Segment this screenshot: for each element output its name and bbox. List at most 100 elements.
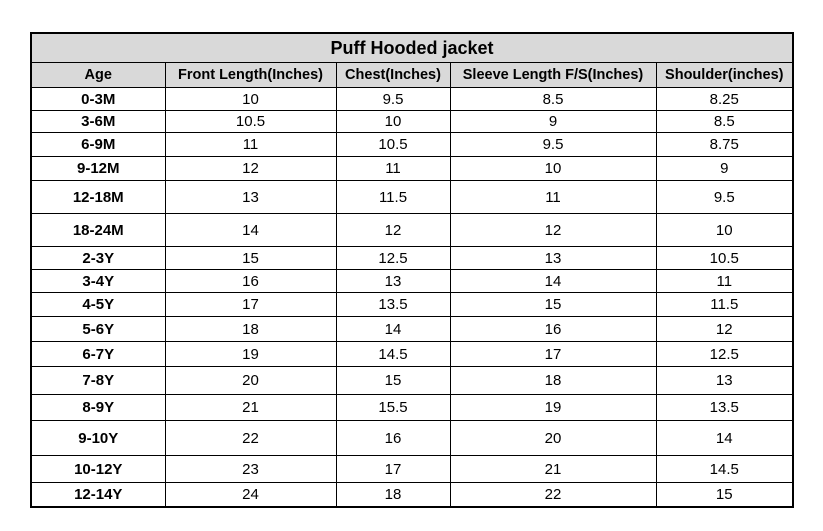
value-cell: 21 — [164, 394, 337, 421]
value-cell: 13 — [449, 246, 657, 270]
value-cell: 13.5 — [655, 394, 794, 421]
header-cell: Shoulder(inches) — [655, 62, 794, 88]
value-cell: 16 — [335, 420, 451, 456]
value-cell: 9.5 — [335, 87, 451, 111]
value-cell: 15 — [449, 292, 657, 317]
value-cell: 9 — [449, 110, 657, 133]
data-row: 18-24M 14 12 12 10 — [30, 213, 794, 247]
value-cell: 11.5 — [335, 180, 451, 214]
data-row: 10-12Y 23 17 21 14.5 — [30, 455, 794, 483]
value-cell: 22 — [449, 482, 657, 507]
value-cell: 15.5 — [335, 394, 451, 421]
value-cell: 20 — [164, 366, 337, 395]
value-cell: 14 — [655, 420, 794, 456]
value-cell: 9 — [655, 156, 794, 181]
data-row: 2-3Y 15 12.5 13 10.5 — [30, 246, 794, 270]
data-row: 5-6Y 18 14 16 12 — [30, 316, 794, 342]
value-cell: 12.5 — [335, 246, 451, 270]
value-cell: 17 — [164, 292, 337, 317]
value-cell: 12 — [335, 213, 451, 247]
age-cell: 3-4Y — [30, 269, 166, 293]
value-cell: 10.5 — [335, 132, 451, 157]
value-cell: 10 — [655, 213, 794, 247]
value-cell: 10.5 — [164, 110, 337, 133]
age-cell: 0-3M — [30, 87, 166, 111]
value-cell: 19 — [164, 341, 337, 367]
age-cell: 8-9Y — [30, 394, 166, 421]
value-cell: 14 — [335, 316, 451, 342]
age-cell: 9-10Y — [30, 420, 166, 456]
age-cell: 2-3Y — [30, 246, 166, 270]
value-cell: 13.5 — [335, 292, 451, 317]
value-cell: 19 — [449, 394, 657, 421]
value-cell: 15 — [164, 246, 337, 270]
value-cell: 17 — [449, 341, 657, 367]
value-cell: 17 — [335, 455, 451, 483]
age-cell: 6-7Y — [30, 341, 166, 367]
value-cell: 14.5 — [335, 341, 451, 367]
value-cell: 13 — [655, 366, 794, 395]
header-cell: Front Length(Inches) — [164, 62, 337, 88]
value-cell: 24 — [164, 482, 337, 507]
age-cell: 12-18M — [30, 180, 166, 214]
value-cell: 13 — [335, 269, 451, 293]
value-cell: 11 — [164, 132, 337, 157]
title-row: Puff Hooded jacket — [30, 32, 794, 63]
age-cell: 3-6M — [30, 110, 166, 133]
value-cell: 11 — [335, 156, 451, 181]
value-cell: 8.5 — [655, 110, 794, 133]
age-cell: 9-12M — [30, 156, 166, 181]
value-cell: 14.5 — [655, 455, 794, 483]
value-cell: 16 — [449, 316, 657, 342]
age-cell: 4-5Y — [30, 292, 166, 317]
table-body: Puff Hooded jacket Age Front Length(Inche… — [30, 32, 794, 507]
value-cell: 10 — [335, 110, 451, 133]
value-cell: 8.5 — [449, 87, 657, 111]
value-cell: 21 — [449, 455, 657, 483]
data-row: 3-4Y 16 13 14 11 — [30, 269, 794, 293]
value-cell: 18 — [449, 366, 657, 395]
data-row: 9-10Y 22 16 20 14 — [30, 420, 794, 456]
value-cell: 12 — [449, 213, 657, 247]
value-cell: 23 — [164, 455, 337, 483]
age-cell: 12-14Y — [30, 482, 166, 507]
header-cell: Age — [30, 62, 166, 88]
value-cell: 20 — [449, 420, 657, 456]
data-row: 6-7Y 19 14.5 17 12.5 — [30, 341, 794, 367]
age-cell: 6-9M — [30, 132, 166, 157]
data-row: 4-5Y 17 13.5 15 11.5 — [30, 292, 794, 317]
value-cell: 10 — [449, 156, 657, 181]
age-cell: 5-6Y — [30, 316, 166, 342]
header-cell: Chest(Inches) — [335, 62, 451, 88]
data-row: 7-8Y 20 15 18 13 — [30, 366, 794, 395]
value-cell: 13 — [164, 180, 337, 214]
value-cell: 11.5 — [655, 292, 794, 317]
value-cell: 12.5 — [655, 341, 794, 367]
value-cell: 9.5 — [449, 132, 657, 157]
data-row: 6-9M 11 10.5 9.5 8.75 — [30, 132, 794, 157]
data-row: 12-14Y 24 18 22 15 — [30, 482, 794, 507]
age-cell: 7-8Y — [30, 366, 166, 395]
value-cell: 12 — [655, 316, 794, 342]
value-cell: 12 — [164, 156, 337, 181]
age-cell: 18-24M — [30, 213, 166, 247]
data-row: 3-6M 10.5 10 9 8.5 — [30, 110, 794, 133]
table-title: Puff Hooded jacket — [30, 32, 794, 63]
size-table: Puff Hooded jacket Age Front Length(Inche… — [30, 32, 795, 508]
data-row: 12-18M 13 11.5 11 9.5 — [30, 180, 794, 214]
value-cell: 16 — [164, 269, 337, 293]
value-cell: 10.5 — [655, 246, 794, 270]
value-cell: 22 — [164, 420, 337, 456]
data-row: 0-3M 10 9.5 8.5 8.25 — [30, 87, 794, 111]
value-cell: 11 — [655, 269, 794, 293]
value-cell: 15 — [335, 366, 451, 395]
value-cell: 10 — [164, 87, 337, 111]
value-cell: 14 — [164, 213, 337, 247]
data-row: 9-12M 12 11 10 9 — [30, 156, 794, 181]
value-cell: 15 — [655, 482, 794, 507]
header-cell: Sleeve Length F/S(Inches) — [449, 62, 657, 88]
header-row: Age Front Length(Inches) Chest(Inches) Slee… — [30, 62, 794, 88]
data-row: 8-9Y 21 15.5 19 13.5 — [30, 394, 794, 421]
age-cell: 10-12Y — [30, 455, 166, 483]
